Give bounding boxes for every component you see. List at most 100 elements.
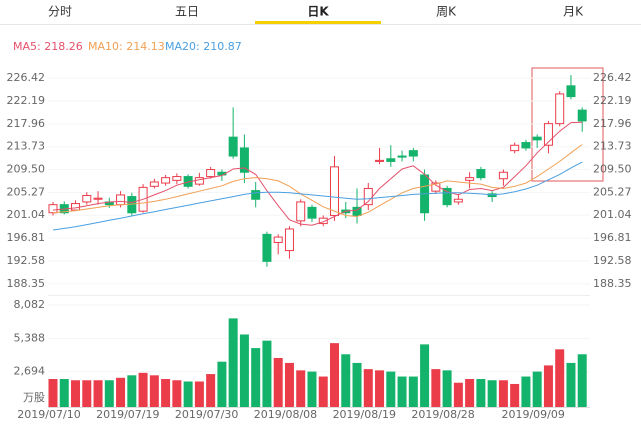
- candle-body: [532, 136, 542, 141]
- tab[interactable]: 日K: [307, 5, 329, 19]
- tab[interactable]: 周K: [436, 5, 457, 19]
- volume-bar: [251, 348, 261, 407]
- volume-bar: [138, 372, 148, 407]
- y-tick-label: 213.73: [7, 140, 46, 153]
- candle-body: [397, 155, 407, 158]
- y-tick-label: 209.50: [7, 163, 46, 176]
- candle-body: [273, 236, 283, 243]
- volume-bar: [194, 381, 204, 407]
- volume-tick-label: 2,694: [14, 365, 46, 378]
- volume-bar: [59, 379, 69, 407]
- volume-bar: [161, 379, 171, 407]
- candle-body: [296, 201, 306, 222]
- volume-bar: [71, 380, 81, 407]
- volume-bar: [577, 354, 587, 407]
- y-tick-label: 192.58: [7, 254, 46, 267]
- volume-bar: [217, 361, 227, 407]
- ma-line: [52, 161, 583, 231]
- y-tick-label-right: 192.58: [593, 254, 632, 267]
- candle-body: [363, 187, 373, 206]
- volume-bar: [149, 375, 159, 407]
- y-tick-label: 222.19: [7, 94, 46, 107]
- volume-bar: [93, 380, 103, 407]
- candle-body: [408, 150, 418, 157]
- tab[interactable]: 月K: [563, 5, 584, 19]
- candle-body: [71, 203, 81, 211]
- volume-bar: [352, 362, 362, 407]
- y-tick-label-right: 188.35: [593, 277, 632, 290]
- candle-body: [307, 206, 317, 219]
- candle-body: [262, 233, 272, 262]
- volume-bar: [543, 365, 553, 407]
- volume-bar: [408, 376, 418, 407]
- volume-bar: [206, 374, 216, 407]
- volume-bar: [386, 371, 396, 407]
- volume-bar: [104, 380, 114, 407]
- volume-bar: [566, 362, 576, 407]
- volume-bar: [116, 377, 126, 407]
- volume-bar: [498, 380, 508, 407]
- volume-bar: [172, 380, 182, 407]
- legend-entry: MA10: 214.13: [88, 40, 165, 53]
- candle-body: [453, 198, 463, 203]
- x-tick-label: 2019/07/10: [17, 408, 80, 421]
- volume-bar: [284, 362, 294, 407]
- volume-bar: [521, 376, 531, 407]
- volume-bar: [555, 349, 565, 407]
- candle-body: [251, 190, 261, 200]
- highlight-box: [531, 67, 604, 182]
- candle-body: [521, 142, 531, 149]
- y-tick-label-right: 213.73: [593, 140, 632, 153]
- volume-bar: [82, 380, 92, 407]
- volume-bar: [228, 318, 238, 407]
- ma-line: [52, 144, 583, 218]
- volume-bar: [453, 382, 463, 407]
- volume-tick-label: 万股: [23, 391, 45, 404]
- volume-bar: [363, 369, 373, 407]
- volume-bar: [273, 357, 283, 407]
- y-tick-label-right: 209.50: [593, 163, 632, 176]
- candle-body: [386, 158, 396, 162]
- volume-bar: [183, 381, 193, 407]
- candle-body: [149, 181, 159, 187]
- candle-body: [375, 159, 385, 162]
- candle-body: [206, 169, 216, 178]
- volume-bar: [442, 370, 452, 407]
- candle-body: [543, 123, 553, 146]
- y-tick-label-right: 196.81: [593, 231, 632, 244]
- legend-entry: MA5: 218.26: [13, 40, 83, 53]
- candle-body: [239, 147, 249, 173]
- ma-line: [52, 121, 583, 226]
- candle-body: [352, 206, 362, 216]
- candle-body: [555, 93, 565, 125]
- volume-bar: [307, 371, 317, 407]
- tab[interactable]: 五日: [175, 5, 199, 19]
- candle-body: [172, 176, 182, 181]
- candle-body: [93, 197, 103, 200]
- candle-body: [228, 136, 238, 157]
- volume-bar: [532, 371, 542, 407]
- candle-body: [318, 217, 328, 225]
- y-tick-label: 188.35: [7, 277, 46, 290]
- volume-bar: [330, 343, 339, 407]
- active-tab-underline: [255, 21, 381, 24]
- candle-body: [476, 169, 486, 179]
- y-tick-label: 196.81: [7, 231, 46, 244]
- volume-bar: [48, 379, 58, 407]
- volume-bar: [420, 344, 430, 407]
- volume-tick-label: 5,388: [14, 331, 46, 344]
- legend-entry: MA20: 210.87: [165, 40, 242, 53]
- candle-body: [284, 228, 294, 252]
- candle-body: [442, 187, 452, 206]
- volume-bar: [476, 379, 486, 407]
- volume-bar: [487, 380, 497, 407]
- volume-tick-label: 8,082: [14, 298, 46, 311]
- x-tick-label: 2019/07/19: [96, 408, 159, 421]
- tab[interactable]: 分时: [48, 5, 72, 19]
- x-tick-label: 2019/07/30: [175, 408, 238, 421]
- volume-bar: [239, 334, 249, 407]
- y-tick-label: 217.96: [7, 117, 46, 130]
- y-tick-label-right: 222.19: [593, 94, 632, 107]
- candle-body: [48, 204, 58, 214]
